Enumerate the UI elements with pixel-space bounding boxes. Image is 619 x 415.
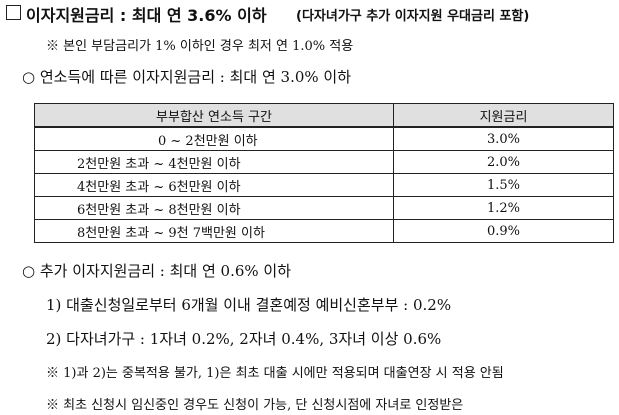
income-range: 0 ~ 2천만원 이하 [34, 126, 394, 151]
section-title: ○ 연소득에 따른 이자지원금리 : 최대 연 3.0% 이하 [22, 68, 351, 86]
rate: 1.5% [393, 173, 614, 197]
header-cell: 지원금리 [393, 103, 614, 128]
income-range: 2천만원 초과 ~ 4천만원 이하 [34, 150, 394, 174]
heading: 이자지원금리 : 최대 연 3.6% 이하 [26, 6, 267, 25]
item: 1) 대출신청일로부터 6개월 이내 결혼예정 예비신혼부부 : 0.2% [46, 296, 452, 314]
note: ※ 1)과 2)는 중복적용 불가, 1)은 최초 대출 시에만 적용되며 대출… [46, 366, 504, 381]
rate: 2.0% [393, 150, 614, 174]
note: ※ 본인 부담금리가 1% 이하인 경우 최저 연 1.0% 적용 [46, 39, 354, 54]
table-row: 6천만원 초과 ~ 8천만원 이하 1.2% [34, 196, 614, 220]
income-range: 8천만원 초과 ~ 9천 7백만원 이하 [34, 219, 394, 243]
income-range: 4천만원 초과 ~ 6천만원 이하 [34, 173, 394, 197]
header-cell: 부부합산 연소득 구간 [34, 103, 394, 128]
heading-sub: (다자녀가구 추가 이자지원 우대금리 포함) [296, 9, 530, 24]
table-header: 부부합산 연소득 구간 지원금리 [34, 103, 614, 128]
section-title: ○ 추가 이자지원금리 : 최대 연 0.6% 이하 [22, 262, 292, 280]
table-row: 8천만원 초과 ~ 9천 7백만원 이하 0.9% [34, 219, 614, 243]
table-row: 2천만원 초과 ~ 4천만원 이하 2.0% [34, 150, 614, 174]
rate: 1.2% [393, 196, 614, 220]
table-row: 4천만원 초과 ~ 6천만원 이하 1.5% [34, 173, 614, 197]
item: 2) 다자녀가구 : 1자녀 0.2%, 2자녀 0.4%, 3자녀 이상 0.… [46, 330, 442, 348]
rate: 3.0% [393, 126, 614, 151]
rate: 0.9% [393, 219, 614, 243]
table-row: 0 ~ 2천만원 이하 3.0% [34, 126, 614, 151]
income-range: 6천만원 초과 ~ 8천만원 이하 [34, 196, 394, 220]
note: ※ 최초 신청시 임신중인 경우도 신청이 가능, 단 신청시점에 자녀로 인정… [46, 398, 464, 413]
rate-table: 부부합산 연소득 구간 지원금리 0 ~ 2천만원 이하 3.0% 2천만원 초과 … [34, 103, 614, 243]
checkbox-icon [6, 5, 21, 20]
